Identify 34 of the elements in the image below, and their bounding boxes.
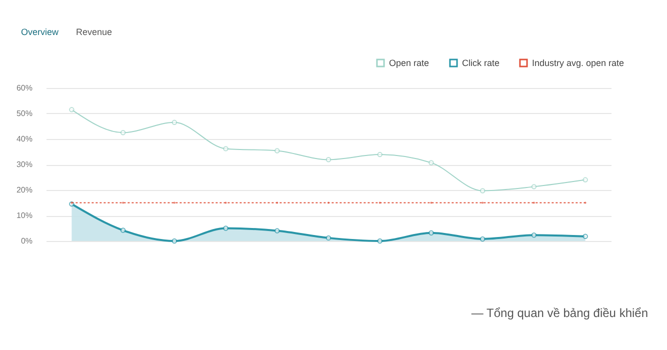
y-tick-label: 30%	[16, 160, 32, 169]
y-tick-label: 0%	[20, 236, 32, 246]
text: Overview	[21, 27, 60, 37]
point	[223, 146, 228, 152]
text: Revenue	[76, 27, 112, 37]
point	[377, 238, 382, 244]
point	[582, 234, 588, 240]
text: — Tổng quan về bảng điều khiển	[471, 306, 648, 320]
point	[172, 238, 178, 244]
point	[69, 107, 74, 112]
point	[223, 226, 228, 231]
legend-label: Industry avg. open rate	[532, 58, 624, 68]
point	[480, 236, 486, 242]
point	[172, 120, 178, 126]
legend-label: Click rate	[462, 58, 500, 68]
point	[531, 184, 537, 190]
point	[480, 188, 486, 194]
point	[428, 160, 434, 166]
y-tick-label: 40%	[16, 134, 32, 144]
point	[274, 228, 280, 234]
point	[582, 177, 588, 182]
point	[120, 130, 126, 136]
y-tick-label: 50%	[16, 109, 32, 118]
point	[120, 228, 126, 233]
y-tick-label: 60%	[16, 84, 32, 92]
point	[531, 232, 537, 238]
legend-label: Open rate	[389, 58, 430, 68]
point	[274, 148, 280, 154]
point	[326, 235, 332, 241]
point	[326, 157, 332, 162]
y-tick-label: 20%	[16, 186, 32, 194]
y-tick-label: 10%	[16, 211, 32, 220]
point	[377, 152, 382, 158]
point	[428, 230, 434, 236]
